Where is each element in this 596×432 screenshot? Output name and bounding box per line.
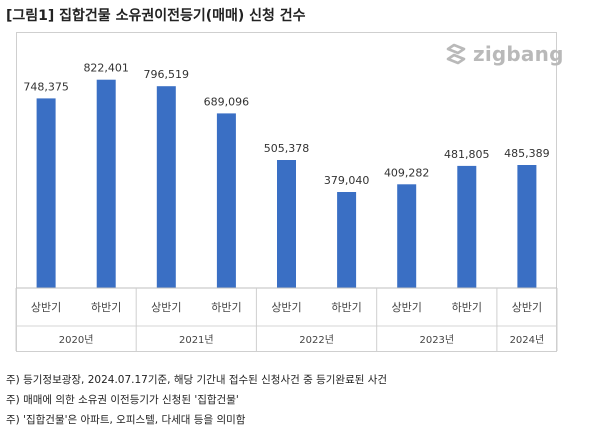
value-label-2: 796,519 bbox=[144, 68, 190, 81]
value-label-3: 689,096 bbox=[204, 95, 250, 108]
category-label-7: 하반기 bbox=[452, 300, 482, 314]
footnote-3: 주) '집합건물'은 아파트, 오피스텔, 다세대 등을 의미함 bbox=[6, 414, 246, 426]
year-label-1: 2021년 bbox=[179, 334, 214, 346]
bar-8 bbox=[517, 165, 537, 288]
bar-5 bbox=[337, 192, 357, 288]
category-label-3: 하반기 bbox=[211, 300, 241, 314]
value-label-1: 822,401 bbox=[83, 62, 129, 75]
category-label-5: 하반기 bbox=[331, 300, 361, 314]
value-label-7: 481,805 bbox=[444, 148, 490, 161]
category-label-6: 상반기 bbox=[392, 301, 422, 314]
year-label-4: 2024년 bbox=[510, 334, 545, 346]
value-label-0: 748,375 bbox=[23, 80, 69, 93]
category-label-8: 상반기 bbox=[512, 301, 542, 314]
year-label-0: 2020년 bbox=[59, 334, 94, 346]
value-label-8: 485,389 bbox=[504, 147, 550, 160]
zigbang-logo: zigbang bbox=[444, 40, 564, 68]
bar-2 bbox=[156, 86, 176, 288]
bar-1 bbox=[96, 79, 116, 288]
value-label-6: 409,282 bbox=[384, 166, 430, 179]
footnotes: 주) 등기정보광장, 2024.07.17기준, 해당 기간내 접수된 신청사건… bbox=[6, 370, 387, 430]
bar-7 bbox=[457, 165, 477, 288]
category-label-2: 상반기 bbox=[151, 301, 181, 314]
year-label-2: 2022년 bbox=[299, 334, 334, 346]
category-label-0: 상반기 bbox=[31, 301, 61, 314]
bar-3 bbox=[216, 113, 236, 289]
year-label-3: 2023년 bbox=[419, 334, 454, 346]
category-label-4: 상반기 bbox=[271, 301, 301, 314]
bar-4 bbox=[277, 160, 296, 288]
value-label-5: 379,040 bbox=[324, 174, 370, 187]
footnote-1: 주) 등기정보광장, 2024.07.17기준, 해당 기간내 접수된 신청사건… bbox=[6, 374, 388, 386]
value-label-4: 505,378 bbox=[264, 142, 310, 155]
bar-6 bbox=[397, 184, 417, 288]
chart-title: [그림1] 집합건물 소유권이전등기(매매) 신청 건수 bbox=[6, 8, 306, 24]
logo-text: zigbang bbox=[473, 42, 564, 66]
zigbang-logo-icon bbox=[446, 43, 466, 65]
category-label-1: 하반기 bbox=[91, 300, 121, 314]
bar-0 bbox=[36, 98, 56, 289]
footnote-2: 주) 매매에 의한 소유권 이전등기가 신청된 '집합건물' bbox=[6, 394, 239, 406]
